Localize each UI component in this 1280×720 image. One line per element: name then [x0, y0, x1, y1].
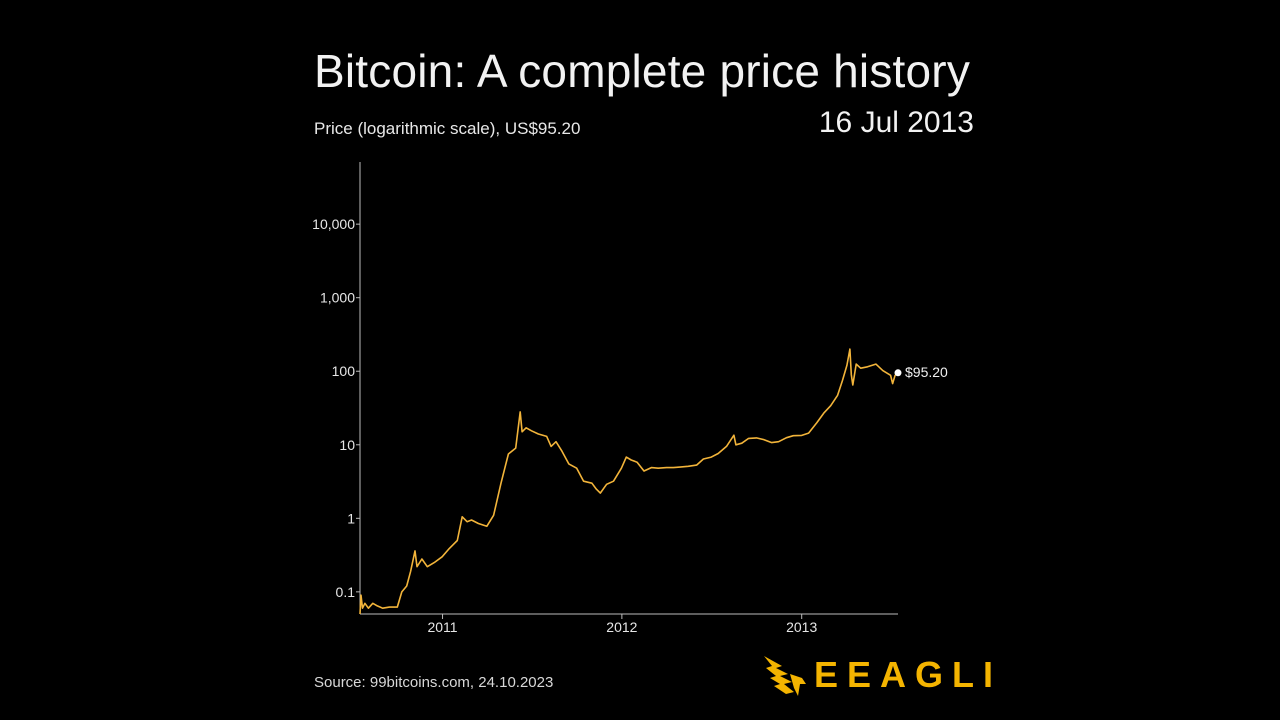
current-price-label: $95.20 — [905, 364, 948, 380]
price-series-line — [359, 348, 899, 615]
y-tick-label: 10 — [339, 437, 355, 453]
chart-subtitle: Price (logarithmic scale), US$95.20 — [314, 119, 581, 138]
x-tick-label: 2011 — [427, 619, 457, 635]
x-tick-label: 2012 — [606, 619, 637, 635]
y-tick-label: 100 — [332, 363, 356, 379]
y-tick-label: 10,000 — [312, 216, 355, 232]
y-tick-label: 1 — [347, 510, 355, 526]
brand-logo: EEAGLI — [762, 652, 993, 698]
y-tick-label: 0.1 — [336, 584, 356, 600]
current-price-marker — [894, 369, 902, 377]
source-note: Source: 99bitcoins.com, 24.10.2023 — [314, 674, 554, 691]
y-tick-label: 1,000 — [320, 290, 355, 306]
chart-title: Bitcoin: A complete price history — [314, 45, 971, 97]
brand-name: EEAGLI — [814, 654, 1003, 695]
x-tick-label: 2013 — [786, 619, 817, 635]
current-date-label: 16 Jul 2013 — [818, 106, 974, 139]
eagle-icon — [764, 656, 806, 696]
